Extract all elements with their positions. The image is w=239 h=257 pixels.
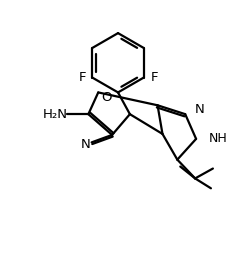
Text: F: F: [79, 71, 86, 84]
Text: H₂N: H₂N: [42, 108, 67, 121]
Text: N: N: [195, 103, 205, 116]
Text: N: N: [80, 138, 90, 151]
Text: NH: NH: [209, 132, 228, 145]
Text: O: O: [101, 91, 111, 104]
Text: F: F: [151, 71, 158, 84]
